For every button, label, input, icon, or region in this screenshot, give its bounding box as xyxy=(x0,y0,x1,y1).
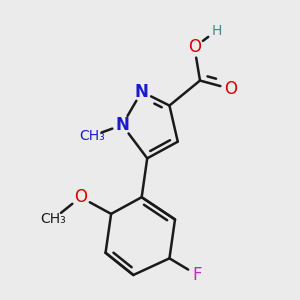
Text: F: F xyxy=(193,266,202,284)
Text: N: N xyxy=(115,116,129,134)
Text: O: O xyxy=(224,80,237,98)
Text: H: H xyxy=(212,24,222,38)
Text: CH₃: CH₃ xyxy=(79,129,104,143)
Text: O: O xyxy=(74,188,87,206)
Text: N: N xyxy=(135,83,148,101)
Text: CH₃: CH₃ xyxy=(40,212,66,226)
Text: O: O xyxy=(188,38,201,56)
